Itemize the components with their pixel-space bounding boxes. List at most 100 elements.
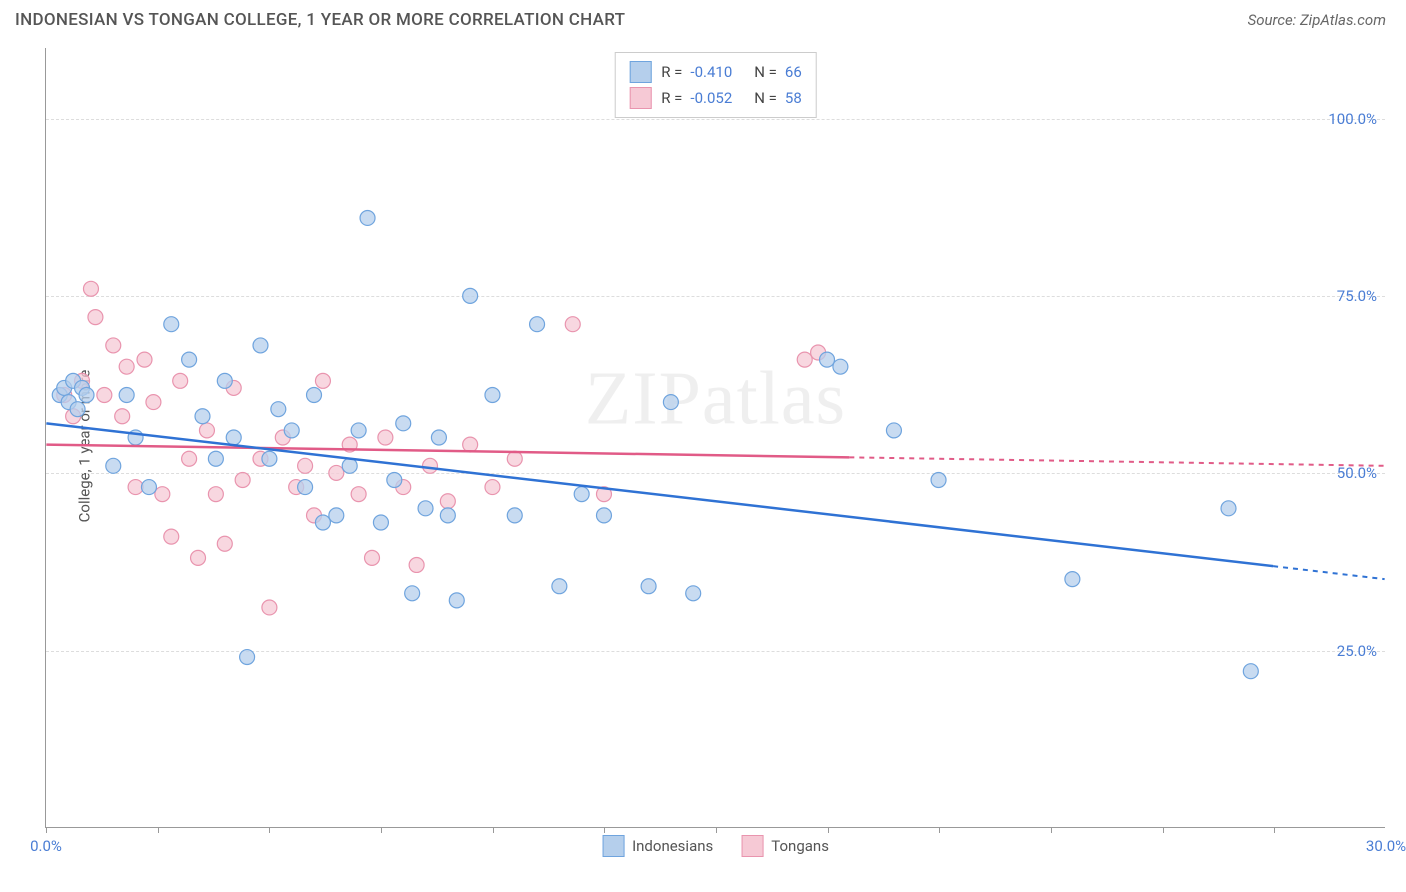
data-point — [315, 515, 330, 530]
data-point — [1243, 664, 1258, 679]
data-point — [833, 359, 848, 374]
x-tick-label: 30.0% — [1366, 837, 1406, 855]
trend-line-extrapolated — [1273, 566, 1385, 579]
data-point — [208, 487, 223, 502]
data-point — [119, 388, 134, 403]
x-tick — [1274, 827, 1275, 833]
data-point — [164, 317, 179, 332]
x-tick — [493, 827, 494, 833]
data-point — [409, 557, 424, 572]
data-point — [663, 395, 678, 410]
data-point — [449, 593, 464, 608]
data-point — [1221, 501, 1236, 516]
legend-row: R = -0.410N = 66 — [629, 59, 802, 85]
data-point — [70, 402, 85, 417]
data-point — [485, 480, 500, 495]
data-point — [931, 473, 946, 488]
data-point — [137, 352, 152, 367]
plot-area: ZIPatlas 25.0%50.0%75.0%100.0%0.0%30.0%R… — [45, 48, 1385, 828]
data-point — [262, 451, 277, 466]
data-point — [418, 501, 433, 516]
data-point — [351, 423, 366, 438]
x-tick — [604, 827, 605, 833]
data-point — [97, 388, 112, 403]
data-point — [387, 473, 402, 488]
data-point — [253, 338, 268, 353]
data-point — [329, 508, 344, 523]
x-tick — [46, 827, 47, 833]
data-point — [128, 480, 143, 495]
data-point — [298, 458, 313, 473]
data-point — [686, 586, 701, 601]
data-point — [360, 210, 375, 225]
series-legend: Indonesians Tongans — [602, 835, 829, 857]
data-point — [284, 423, 299, 438]
x-tick — [828, 827, 829, 833]
data-point — [342, 458, 357, 473]
data-point — [173, 373, 188, 388]
data-point — [641, 579, 656, 594]
plot-svg — [46, 48, 1385, 827]
data-point — [351, 487, 366, 502]
data-point — [195, 409, 210, 424]
data-point — [886, 423, 901, 438]
x-tick — [158, 827, 159, 833]
legend-item: Indonesians — [602, 835, 713, 857]
chart-container: INDONESIAN VS TONGAN COLLEGE, 1 YEAR OR … — [0, 0, 1406, 892]
x-tick — [716, 827, 717, 833]
legend-item: Tongans — [741, 835, 829, 857]
data-point — [217, 373, 232, 388]
data-point — [208, 451, 223, 466]
data-point — [552, 579, 567, 594]
data-point — [88, 310, 103, 325]
data-point — [119, 359, 134, 374]
data-point — [378, 430, 393, 445]
data-point — [1065, 572, 1080, 587]
x-tick — [269, 827, 270, 833]
data-point — [485, 388, 500, 403]
x-tick — [939, 827, 940, 833]
data-point — [463, 437, 478, 452]
trend-line-extrapolated — [849, 457, 1384, 465]
data-point — [271, 402, 286, 417]
data-point — [217, 536, 232, 551]
data-point — [141, 480, 156, 495]
trend-line — [46, 445, 849, 458]
data-point — [373, 515, 388, 530]
legend-swatch — [741, 835, 763, 857]
data-point — [83, 281, 98, 296]
data-point — [315, 373, 330, 388]
x-tick — [1051, 827, 1052, 833]
data-point — [463, 288, 478, 303]
data-point — [106, 458, 121, 473]
data-point — [235, 473, 250, 488]
x-tick-label: 0.0% — [30, 837, 62, 855]
n-label: N = — [754, 89, 777, 107]
correlation-legend: R = -0.410N = 66R = -0.052N = 58 — [614, 52, 817, 118]
n-value: 66 — [785, 63, 802, 81]
data-point — [797, 352, 812, 367]
data-point — [191, 550, 206, 565]
data-point — [423, 458, 438, 473]
data-point — [79, 388, 94, 403]
data-point — [226, 430, 241, 445]
legend-swatch — [602, 835, 624, 857]
data-point — [365, 550, 380, 565]
source-attribution: Source: ZipAtlas.com — [1248, 11, 1386, 29]
legend-label: Indonesians — [632, 837, 713, 855]
data-point — [307, 388, 322, 403]
data-point — [164, 529, 179, 544]
data-point — [820, 352, 835, 367]
data-point — [431, 430, 446, 445]
r-value: -0.052 — [690, 89, 732, 107]
data-point — [396, 416, 411, 431]
data-point — [240, 650, 255, 665]
legend-swatch — [629, 61, 651, 83]
x-tick — [1163, 827, 1164, 833]
r-label: R = — [661, 63, 682, 81]
data-point — [298, 480, 313, 495]
data-point — [507, 451, 522, 466]
data-point — [146, 395, 161, 410]
data-point — [565, 317, 580, 332]
legend-label: Tongans — [771, 837, 829, 855]
